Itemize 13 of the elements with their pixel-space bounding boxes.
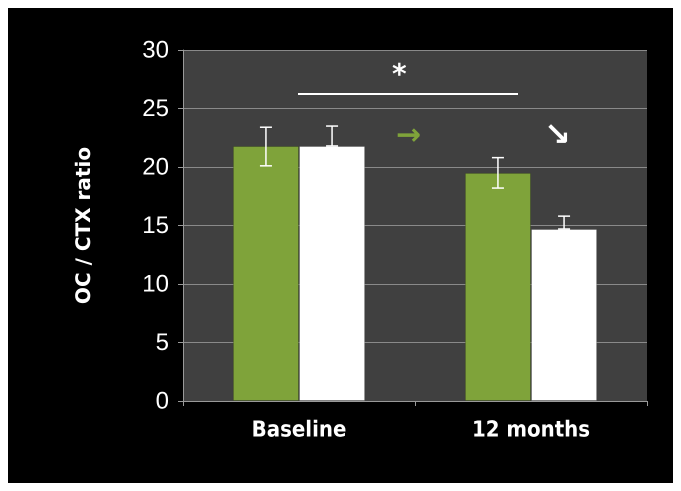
y-tick-label: 25	[142, 95, 169, 122]
annotation: ↘	[544, 115, 571, 153]
annotation: →	[396, 118, 422, 152]
y-tick-label: 20	[142, 154, 169, 180]
x-tick-label: 12 months	[472, 418, 590, 442]
y-tick-label: 30	[142, 36, 169, 64]
y-tick-label: 10	[142, 270, 169, 298]
y-tick-label: 15	[142, 212, 169, 239]
y-tick-label: 5	[156, 329, 169, 356]
y-axis-title: OC / CTX ratio	[71, 146, 95, 304]
y-tick-label: 0	[156, 388, 169, 414]
x-tick-label: Baseline	[252, 418, 346, 442]
annotation: *	[392, 58, 407, 90]
